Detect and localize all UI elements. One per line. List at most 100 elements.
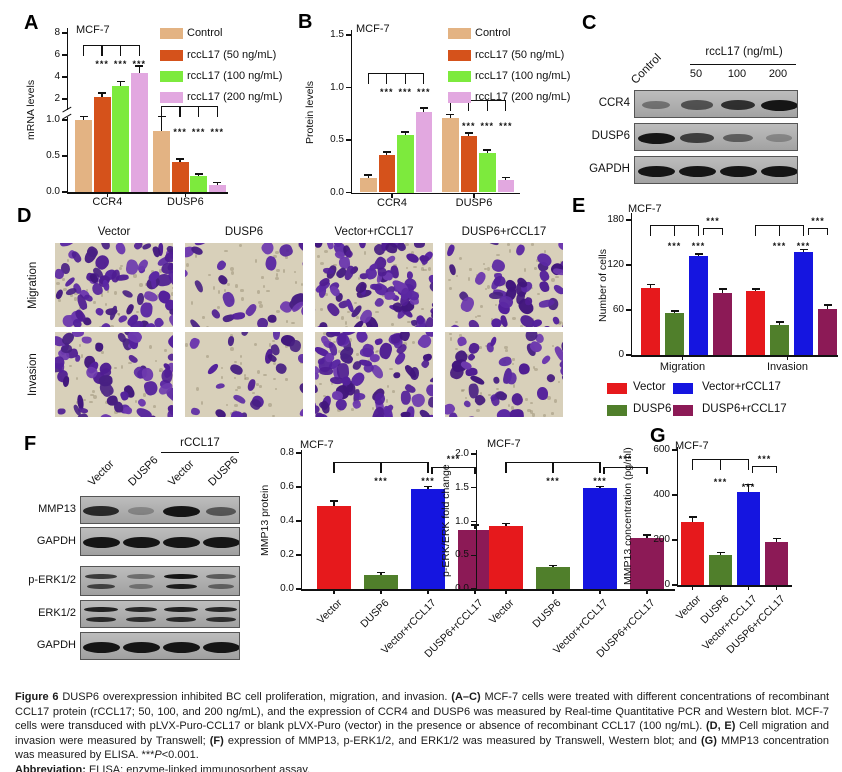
texture-dot <box>423 269 427 272</box>
blot-band <box>162 505 200 517</box>
chart-b-error-bar-cap <box>501 177 510 179</box>
texture-dot <box>555 276 559 279</box>
chart-f1-y-tick-label: 0.0 <box>280 583 294 594</box>
texture-dot <box>118 267 122 271</box>
caption-bold-segment: (D, E) <box>706 720 740 733</box>
chart-b-legend-label: rccL17 (50 ng/mL) <box>475 49 565 61</box>
chart-f1-error-bar <box>474 525 476 530</box>
panel-label-e: E <box>572 195 586 217</box>
blot-row-label: DUSP6 <box>591 130 630 142</box>
transwell-image <box>315 243 433 327</box>
stained-cell <box>298 405 303 417</box>
texture-dot <box>220 366 223 369</box>
chart-a-y-tick <box>61 76 67 78</box>
chart-e-y-axis-label: Number of cells <box>597 249 609 323</box>
chart-a-sig-bracket <box>83 45 140 47</box>
chart-b-sig-bracket-tick <box>505 100 507 111</box>
texture-dot <box>106 289 110 293</box>
texture-dot <box>284 255 288 260</box>
chart-b-error-bar-cap <box>382 151 391 153</box>
texture-dot <box>170 291 173 296</box>
stained-cell <box>538 279 551 293</box>
chart-f1-x-category-label: Vector <box>314 597 345 627</box>
chart-g-y-axis-label: MMP13 concentration (pg/ml) <box>622 447 634 585</box>
chart-g-sig-bracket-tick <box>775 466 778 473</box>
texture-dot <box>194 254 198 258</box>
panel-label-d: D <box>17 205 32 227</box>
blot-band <box>207 583 235 589</box>
texture-dot <box>340 316 345 320</box>
chart-f2-y-tick-label: 1.5 <box>455 481 469 493</box>
texture-dot <box>386 384 390 388</box>
chart-a-sig-bracket-tick <box>101 45 103 56</box>
stained-cell <box>462 414 477 417</box>
texture-dot <box>479 346 483 349</box>
texture-dot <box>81 354 84 358</box>
chart-e-error-bar <box>649 285 652 288</box>
chart-g-y-tick-label: 600 <box>653 444 670 455</box>
texture-dot <box>476 408 481 413</box>
chart-f1-error-bar <box>427 487 429 489</box>
chart-f1-sig-bracket-tick <box>431 467 433 474</box>
chart-g-y-tick-label: 400 <box>653 489 670 500</box>
caption-bold-segment: (A–C) <box>451 691 485 703</box>
chart-f2-error-bar <box>646 535 648 538</box>
texture-dot <box>551 344 555 347</box>
blot-band <box>124 606 158 612</box>
chart-f2-y-tick-label: 1.0 <box>455 515 469 527</box>
chart-f1-y-axis <box>300 450 302 591</box>
chart-e-error-bar-cap <box>694 253 703 255</box>
texture-dot <box>221 375 224 380</box>
blot-band <box>85 616 117 622</box>
texture-dot <box>164 349 167 353</box>
chart-a-sig-bracket-tick <box>216 106 218 117</box>
chart-e-x-category-label: Invasion <box>767 361 808 373</box>
transwell-row-label: Invasion <box>27 353 39 396</box>
texture-dot <box>254 259 258 263</box>
stained-cell <box>448 322 466 327</box>
stained-cell <box>542 325 551 327</box>
chart-f1-sig-bracket-tick <box>427 462 429 473</box>
chart-f2-sig-bracket-tick <box>646 467 648 474</box>
texture-dot <box>230 266 235 271</box>
stained-cell <box>551 283 563 297</box>
texture-dot <box>91 390 96 394</box>
texture-dot <box>391 390 396 394</box>
chart-e-sig-bracket-tick <box>807 228 810 235</box>
chart-a-sig-bracket-tick <box>160 106 163 117</box>
texture-dot <box>300 282 303 287</box>
blot-row-label: CCR4 <box>598 97 630 109</box>
chart-f1-x-tick <box>474 590 476 594</box>
blot-row-label: ERK1/2 <box>38 607 76 619</box>
stained-cell <box>406 270 413 279</box>
chart-g-y-tick <box>671 449 677 451</box>
texture-dot <box>206 355 209 359</box>
chart-a-legend-swatch <box>160 50 183 61</box>
chart-a-bar <box>93 96 111 192</box>
stained-cell <box>509 391 525 408</box>
texture-dot <box>172 286 173 289</box>
chart-f1-bar <box>411 488 445 589</box>
stained-cell <box>187 318 203 327</box>
chart-b-error-bar <box>468 133 470 136</box>
stained-cell <box>70 249 83 264</box>
transwell-image <box>55 243 173 327</box>
chart-a-error-bar-cap <box>135 65 144 67</box>
chart-f2-title: MCF-7 <box>487 438 521 450</box>
panel-c-lane-header-underline <box>690 64 796 66</box>
blot-band <box>204 606 238 612</box>
chart-b-y-tick-label: 1.5 <box>330 29 344 40</box>
texture-dot <box>449 286 452 290</box>
chart-a-y-tick-label: 6 <box>54 49 60 60</box>
chart-a-error-bar <box>138 66 140 73</box>
texture-dot <box>344 325 349 327</box>
stained-cell <box>318 321 328 327</box>
texture-dot <box>504 349 509 353</box>
texture-dot <box>224 249 228 253</box>
chart-e-sig-stars: *** <box>706 216 720 226</box>
stained-cell <box>268 314 277 324</box>
chart-a-y-tick <box>61 98 67 100</box>
chart-b-sig-bracket-tick <box>423 73 425 84</box>
chart-g-error-bar <box>719 552 722 555</box>
stained-cell <box>383 243 398 255</box>
